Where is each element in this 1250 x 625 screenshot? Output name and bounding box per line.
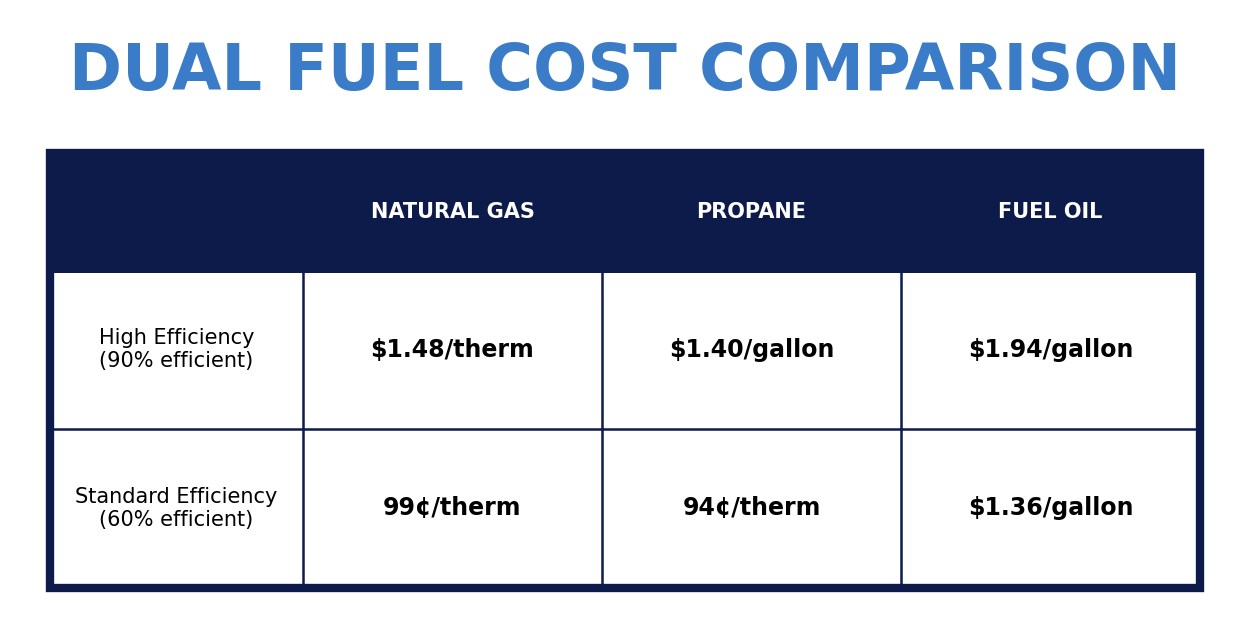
Text: NATURAL GAS: NATURAL GAS bbox=[370, 202, 535, 222]
Text: High Efficiency
(90% efficient): High Efficiency (90% efficient) bbox=[99, 328, 254, 371]
Text: 99¢/therm: 99¢/therm bbox=[384, 496, 521, 520]
Text: $1.48/therm: $1.48/therm bbox=[371, 338, 535, 362]
Text: $1.36/gallon: $1.36/gallon bbox=[968, 496, 1134, 520]
Text: 94¢/therm: 94¢/therm bbox=[682, 496, 821, 520]
Text: $1.94/gallon: $1.94/gallon bbox=[968, 338, 1134, 362]
Text: FUEL OIL: FUEL OIL bbox=[999, 202, 1102, 222]
Text: PROPANE: PROPANE bbox=[696, 202, 806, 222]
Text: $1.40/gallon: $1.40/gallon bbox=[669, 338, 834, 362]
Text: Standard Efficiency
(60% efficient): Standard Efficiency (60% efficient) bbox=[75, 487, 278, 530]
Text: DUAL FUEL COST COMPARISON: DUAL FUEL COST COMPARISON bbox=[69, 41, 1181, 102]
